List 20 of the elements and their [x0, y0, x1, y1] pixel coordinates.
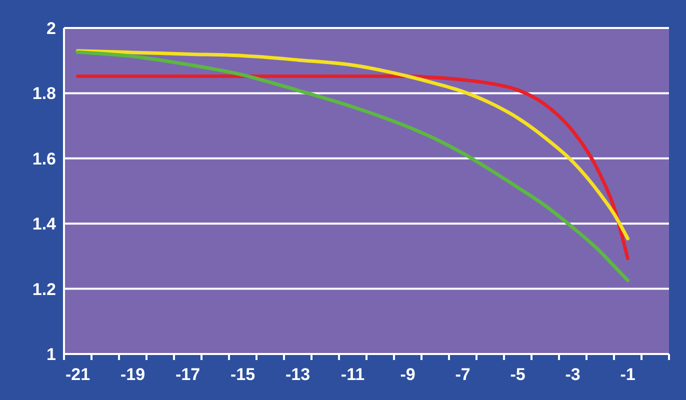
x-tick-label: -5	[510, 365, 526, 384]
line-series	[76, 74, 630, 260]
x-tick-label: -13	[285, 365, 310, 384]
x-tick-label: -17	[175, 365, 200, 384]
x-tick-label: -15	[230, 365, 256, 384]
y-tick-label: 1.6	[32, 149, 56, 168]
x-tick-label: -11	[340, 365, 365, 384]
y-tick-label: 1.4	[32, 214, 57, 234]
x-tick-label: -1	[620, 365, 636, 384]
x-tick-label: -19	[120, 365, 146, 384]
x-tick-label: -21	[65, 365, 90, 384]
y-tick-label: 1.8	[32, 84, 56, 104]
y-tick-label: 1.2	[32, 280, 56, 299]
x-tick-label: -3	[565, 365, 580, 384]
x-tick-label: -9	[400, 365, 416, 384]
x-tick-label: -7	[455, 365, 470, 384]
line-series	[76, 49, 630, 240]
line-series	[76, 50, 630, 282]
y-tick-label: 2	[46, 18, 56, 38]
y-tick-label: 1	[46, 344, 56, 364]
